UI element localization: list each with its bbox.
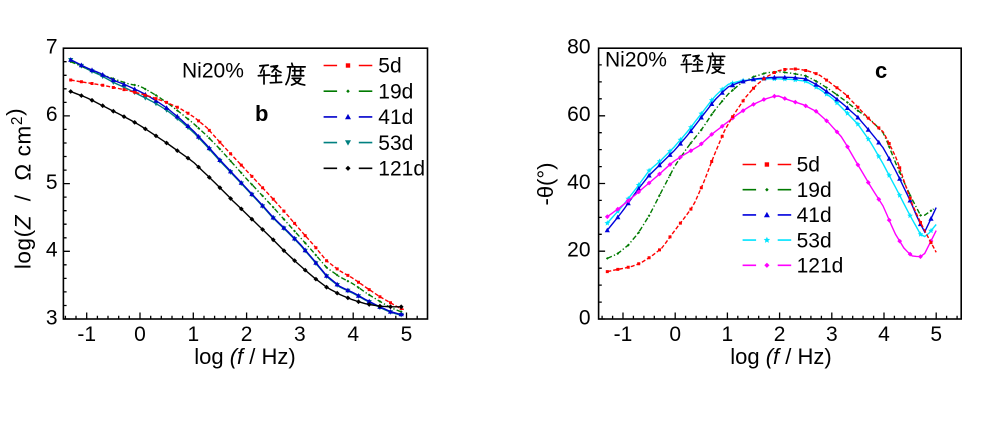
svg-text:0: 0 [579, 306, 591, 329]
svg-text:1: 1 [187, 323, 199, 346]
svg-text:-1: -1 [614, 323, 633, 346]
svg-text:19d: 19d [378, 80, 413, 103]
svg-text:5: 5 [46, 171, 58, 194]
svg-text:b: b [255, 101, 268, 126]
svg-text:-θ(°): -θ(°) [533, 162, 558, 205]
svg-text:121d: 121d [797, 255, 844, 278]
svg-text:c: c [875, 58, 887, 83]
svg-text:5: 5 [401, 323, 413, 346]
svg-text:-1: -1 [77, 323, 96, 346]
svg-text:7: 7 [46, 36, 58, 59]
svg-text:20: 20 [567, 239, 590, 262]
svg-text:0: 0 [669, 323, 681, 346]
svg-text:Ni20%: Ni20% [182, 60, 244, 83]
svg-text:2: 2 [241, 323, 253, 346]
svg-text:40: 40 [567, 171, 590, 194]
svg-text:2: 2 [774, 323, 786, 346]
svg-text:4: 4 [347, 323, 359, 346]
svg-text:41d: 41d [797, 204, 832, 227]
svg-text:5d: 5d [797, 154, 820, 177]
svg-text:41d: 41d [378, 106, 413, 129]
svg-text:3: 3 [46, 306, 58, 329]
svg-text:log (f / Hz): log (f / Hz) [730, 344, 832, 369]
svg-text:6: 6 [46, 103, 58, 126]
svg-text:80: 80 [567, 35, 590, 58]
svg-text:53d: 53d [378, 132, 413, 155]
svg-text:3: 3 [294, 323, 306, 346]
svg-text:1: 1 [722, 323, 734, 346]
svg-text:Ni20%: Ni20% [605, 49, 667, 72]
svg-text:4: 4 [878, 323, 890, 346]
svg-text:log (f / Hz): log (f / Hz) [194, 344, 296, 369]
svg-text:60: 60 [567, 103, 590, 126]
svg-text:4: 4 [46, 239, 58, 262]
svg-text:5d: 5d [378, 55, 401, 78]
svg-text:0: 0 [134, 323, 146, 346]
svg-text:19d: 19d [797, 179, 832, 202]
svg-text:3: 3 [826, 323, 838, 346]
svg-text:5: 5 [930, 323, 942, 346]
svg-text:121d: 121d [378, 158, 425, 181]
svg-text:53d: 53d [797, 229, 832, 252]
